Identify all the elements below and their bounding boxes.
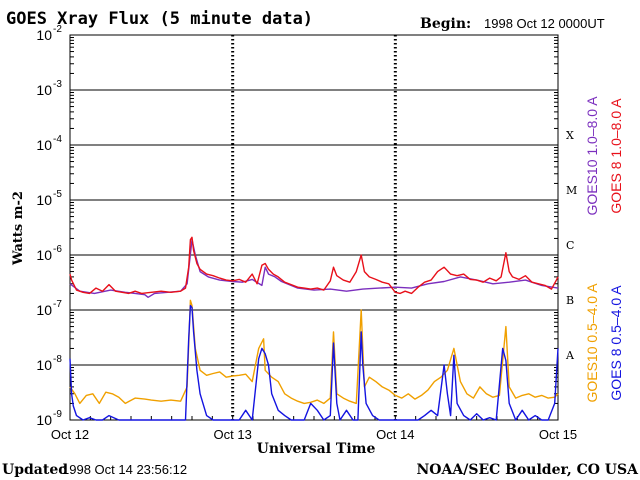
y-tick-label: 10 [36, 412, 52, 428]
series-line-2 [69, 236, 559, 295]
grid-lines [69, 35, 559, 420]
legend-entry-4: GOES 8 0.5–4.0 A [608, 285, 624, 401]
y-tick-label: 10 [36, 247, 52, 263]
y-tick-label: 10 [36, 192, 52, 208]
y-tick-exponent: -2 [53, 24, 62, 35]
x-tick-label: Oct 14 [376, 427, 414, 442]
flare-class-label: C [566, 239, 574, 252]
y-tick-exponent: -8 [53, 354, 62, 365]
flare-class-label: M [566, 184, 577, 197]
legend-entry-3: GOES10 0.5–4.0 A [584, 283, 600, 403]
x-axis-ticks: Oct 12 Oct 13 Oct 14 Oct 15 [51, 427, 577, 442]
series-line-1 [69, 239, 559, 298]
chart-title: GOES Xray Flux (5 minute data) [6, 9, 313, 29]
y-tick-label: 10 [36, 82, 52, 98]
flare-class-labels: X M C B A [565, 129, 577, 362]
y-tick-label: 10 [36, 27, 52, 43]
series-line-3 [69, 299, 559, 405]
plot-area [69, 34, 559, 421]
updated-label: Updated [2, 462, 68, 478]
y-tick-label: 10 [36, 137, 52, 153]
y-axis-ticks: 10-210-310-410-510-610-710-810-9 [36, 24, 62, 428]
flare-class-label: A [565, 349, 575, 362]
legend-entry-2: GOES 8 1.0–8.0 A [608, 98, 624, 214]
begin-label: Begin: [420, 16, 471, 32]
legend: GOES10 1.0–8.0 A GOES 8 1.0–8.0 A GOES10 0… [584, 96, 624, 403]
legend-entry-1: GOES10 1.0–8.0 A [584, 96, 600, 216]
x-axis-title: Universal Time [257, 441, 376, 457]
begin-value: 1998 Oct 12 0000UT [484, 16, 605, 31]
y-tick-label: 10 [36, 357, 52, 373]
y-tick-exponent: -6 [53, 244, 62, 255]
y-tick-exponent: -3 [53, 79, 62, 90]
x-tick-label: Oct 12 [51, 427, 89, 442]
y-tick-label: 10 [36, 302, 52, 318]
flare-class-label: B [566, 294, 574, 307]
y-tick-exponent: -9 [53, 409, 62, 420]
updated-value: 1998 Oct 14 23:56:12 [62, 462, 187, 477]
x-tick-label: Oct 15 [539, 427, 577, 442]
series-line-4 [69, 304, 559, 421]
series-layer [69, 236, 559, 421]
x-tick-label: Oct 13 [214, 427, 252, 442]
y-axis-title: Watts m-2 [11, 191, 26, 266]
flare-class-label: X [566, 129, 574, 142]
y-tick-exponent: -7 [53, 299, 62, 310]
credit-text: NOAA/SEC Boulder, CO USA [417, 462, 640, 478]
plot-border [69, 34, 559, 421]
y-tick-exponent: -5 [53, 189, 62, 200]
y-tick-exponent: -4 [53, 134, 62, 145]
